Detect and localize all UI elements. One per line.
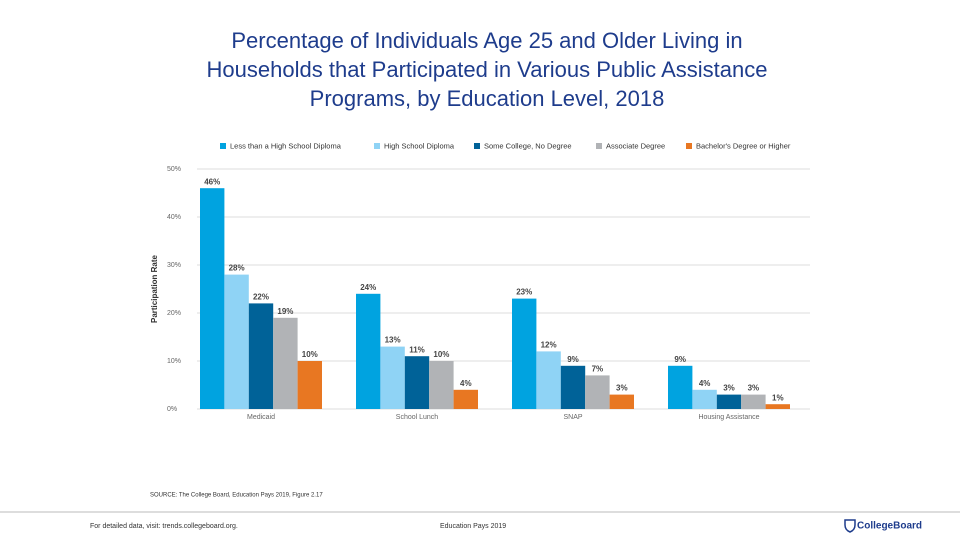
bar <box>273 317 298 409</box>
value-label: 3% <box>616 384 628 393</box>
legend-swatch <box>474 143 480 149</box>
bar <box>585 375 610 409</box>
y-tick-label: 20% <box>167 310 181 317</box>
legend-label: Bachelor's Degree or Higher <box>696 141 791 150</box>
bar <box>224 274 249 409</box>
legend-label: Some College, No Degree <box>484 141 572 150</box>
bar <box>765 404 790 409</box>
bar <box>609 394 634 409</box>
value-label: 4% <box>699 379 711 388</box>
value-label: 23% <box>516 288 532 297</box>
legend-swatch <box>596 143 602 149</box>
bar <box>512 298 537 409</box>
footer-left: For detailed data, visit: trends.college… <box>90 523 238 530</box>
value-label: 19% <box>277 307 293 316</box>
bar <box>716 394 742 409</box>
bar <box>536 351 561 409</box>
value-label: 12% <box>541 341 557 350</box>
bar <box>404 356 430 409</box>
bar <box>741 394 766 409</box>
chart-title: Percentage of Individuals Age 25 and Old… <box>206 28 768 111</box>
legend-swatch <box>374 143 380 149</box>
y-axis-label: Participation Rate <box>150 254 159 323</box>
y-tick-label: 30% <box>167 262 181 269</box>
value-label: 9% <box>674 355 686 364</box>
value-label: 1% <box>772 393 784 402</box>
value-label: 24% <box>360 283 376 292</box>
value-label: 4% <box>460 379 472 388</box>
value-label: 28% <box>229 264 245 273</box>
legend-label: High School Diploma <box>384 141 455 150</box>
y-tick-label: 10% <box>167 358 181 365</box>
value-label: 46% <box>204 177 220 186</box>
source: SOURCE: The College Board, Education Pay… <box>150 493 323 499</box>
bar <box>380 346 405 409</box>
bar <box>453 389 478 409</box>
value-label: 11% <box>409 345 425 354</box>
footer-center: Education Pays 2019 <box>440 523 506 530</box>
value-label: 7% <box>592 365 604 374</box>
value-label: 3% <box>723 384 735 393</box>
legend-swatch <box>220 143 226 149</box>
y-tick-label: 40% <box>167 214 181 221</box>
bar <box>429 361 454 409</box>
bar <box>200 188 225 409</box>
legend-swatch <box>686 143 692 149</box>
x-tick-label: SNAP <box>563 414 582 421</box>
y-tick-label: 50% <box>167 166 181 173</box>
value-label: 10% <box>433 350 449 359</box>
logo-shield <box>844 519 856 533</box>
x-tick-label: Housing Assistance <box>698 414 759 421</box>
value-label: 9% <box>567 355 579 364</box>
value-label: 10% <box>302 350 318 359</box>
y-tick-label: 0% <box>167 406 177 413</box>
bar <box>248 303 274 409</box>
x-tick-label: School Lunch <box>396 414 439 421</box>
logo: CollegeBoard <box>857 521 922 532</box>
legend-label: Associate Degree <box>606 141 665 150</box>
x-tick-label: Medicaid <box>247 414 275 421</box>
bar <box>356 293 381 409</box>
value-label: 13% <box>385 336 401 345</box>
bar <box>668 365 693 409</box>
bar <box>297 361 322 409</box>
value-label: 22% <box>253 293 269 302</box>
bar <box>692 389 717 409</box>
bar <box>560 365 586 409</box>
value-label: 3% <box>748 384 760 393</box>
legend-label: Less than a High School Diploma <box>230 141 342 150</box>
